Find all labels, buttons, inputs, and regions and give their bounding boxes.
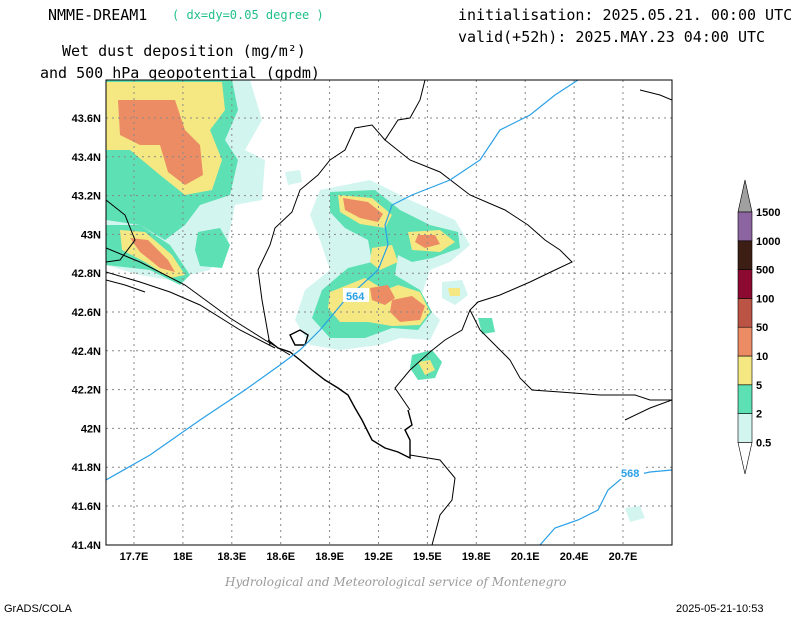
deposition-field-w <box>195 228 230 268</box>
deposition-field-se <box>478 318 495 334</box>
colorbar-swatch <box>737 240 753 270</box>
colorbar-level-label: 10 <box>756 351 768 363</box>
deposition-field-center <box>370 285 395 305</box>
colorbar-level-label: 1000 <box>756 236 780 248</box>
longitude-axis: 17.7E 18E 18.3E 18.6E 18.9E 19.2E 19.5E 19.8E 20… <box>120 551 638 563</box>
country-border <box>639 89 672 101</box>
contour-label-564: 564 <box>346 291 365 303</box>
lat-tick-label: 43.6N <box>72 113 101 125</box>
lon-tick-label: 17.7E <box>120 551 149 563</box>
contour-label-568: 568 <box>621 468 639 480</box>
colorbar-level-label: 0.5 <box>756 437 771 449</box>
contour-568 <box>539 469 672 545</box>
lon-tick-label: 20.1E <box>511 551 540 563</box>
lat-tick-label: 41.8N <box>72 462 101 474</box>
variable-title-line1: Wet dust deposition (mg/m²) <box>62 42 306 60</box>
lat-tick-label: 42.6N <box>72 307 101 319</box>
lat-tick-label: 43.4N <box>72 152 101 164</box>
software-label: GrADS/COLA <box>4 603 72 615</box>
latitude-axis: 43.6N 43.4N 43.2N 43N 42.8N 42.6N 42.4N 42.2N 42… <box>72 113 101 552</box>
colorbar-swatch <box>737 384 753 414</box>
lon-tick-label: 18E <box>173 551 193 563</box>
deposition-field-w <box>130 238 175 272</box>
valid-time: valid(+52h): 2025.MAY.23 04:00 UTC <box>458 28 766 46</box>
lat-tick-label: 43.2N <box>72 191 101 203</box>
colorbar-level-label: 100 <box>756 293 774 305</box>
deposition-field-center <box>415 235 440 248</box>
lat-tick-label: 42.2N <box>72 385 101 397</box>
deposition-field-center <box>390 296 425 322</box>
country-border <box>409 454 456 545</box>
credit-text: Hydrological and Meteorological service … <box>225 575 567 589</box>
map-frame <box>105 79 673 546</box>
lat-tick-label: 42.4N <box>72 346 101 358</box>
lon-tick-label: 20.4E <box>560 551 589 563</box>
lon-tick-label: 18.6E <box>266 551 295 563</box>
lon-tick-label: 20.7E <box>609 551 638 563</box>
colorbar-level-label: 1500 <box>756 207 780 219</box>
lon-tick-label: 19.2E <box>364 551 393 563</box>
colorbar-top-arrow <box>737 179 753 213</box>
colorbar-swatch <box>737 269 753 299</box>
deposition-field-center <box>343 198 383 222</box>
lat-tick-label: 41.6N <box>72 501 101 513</box>
deposition-field-se <box>418 360 435 375</box>
coastline <box>106 279 146 293</box>
lat-tick-label: 41.4N <box>72 540 101 552</box>
model-name: NMME-DREAM1 <box>48 6 148 24</box>
country-border <box>384 139 573 411</box>
lat-tick-label: 43N <box>81 229 101 241</box>
lon-tick-label: 19.8E <box>462 551 491 563</box>
colorbar-level-label: 500 <box>756 265 774 277</box>
colorbar-swatch <box>737 298 753 328</box>
colorbar-level-label: 2 <box>756 409 762 421</box>
deposition-field-se <box>625 506 645 522</box>
deposition-field-se <box>448 288 460 296</box>
graticule <box>106 80 672 545</box>
colorbar-swatch <box>737 211 753 242</box>
lon-tick-label: 18.9E <box>315 551 344 563</box>
lon-tick-label: 18.3E <box>217 551 246 563</box>
contour-label-bg <box>343 288 369 302</box>
deposition-field-nw <box>118 100 203 185</box>
country-border <box>257 80 426 346</box>
model-resolution: ( dx=dy=0.05 degree ) <box>172 8 324 22</box>
variable-title-line2: and 500 hPa geopotential (gpdm) <box>40 64 320 82</box>
geopotential-contours <box>106 80 672 545</box>
colorbar-swatch <box>737 355 753 386</box>
colorbar-swatch <box>737 413 753 443</box>
lat-tick-label: 42.8N <box>72 268 101 280</box>
contour-label-bg <box>618 465 644 479</box>
colorbar-swatch <box>737 326 753 357</box>
country-border <box>106 199 136 263</box>
coastline <box>289 329 309 346</box>
country-border <box>624 399 672 421</box>
lon-tick-label: 19.5E <box>413 551 442 563</box>
country-border <box>469 309 672 401</box>
country-border <box>106 271 276 349</box>
lat-tick-label: 42N <box>81 423 101 435</box>
colorbar-level-label: 5 <box>756 380 762 392</box>
colorbar-level-label: 50 <box>756 322 768 334</box>
render-timestamp: 2025-05-21-10:53 <box>676 603 764 615</box>
coastline <box>267 339 413 460</box>
contour-564 <box>106 80 579 481</box>
colorbar-bottom-arrow <box>737 442 753 475</box>
initialisation-time: initialisation: 2025.05.21. 00:00 UTC <box>458 6 793 24</box>
deposition-field-se <box>285 170 302 185</box>
colorbar-legend: 0.5 2 5 10 50 100 500 1000 1500 <box>737 179 780 475</box>
borders <box>106 80 672 545</box>
deposition-field-center <box>370 245 398 270</box>
